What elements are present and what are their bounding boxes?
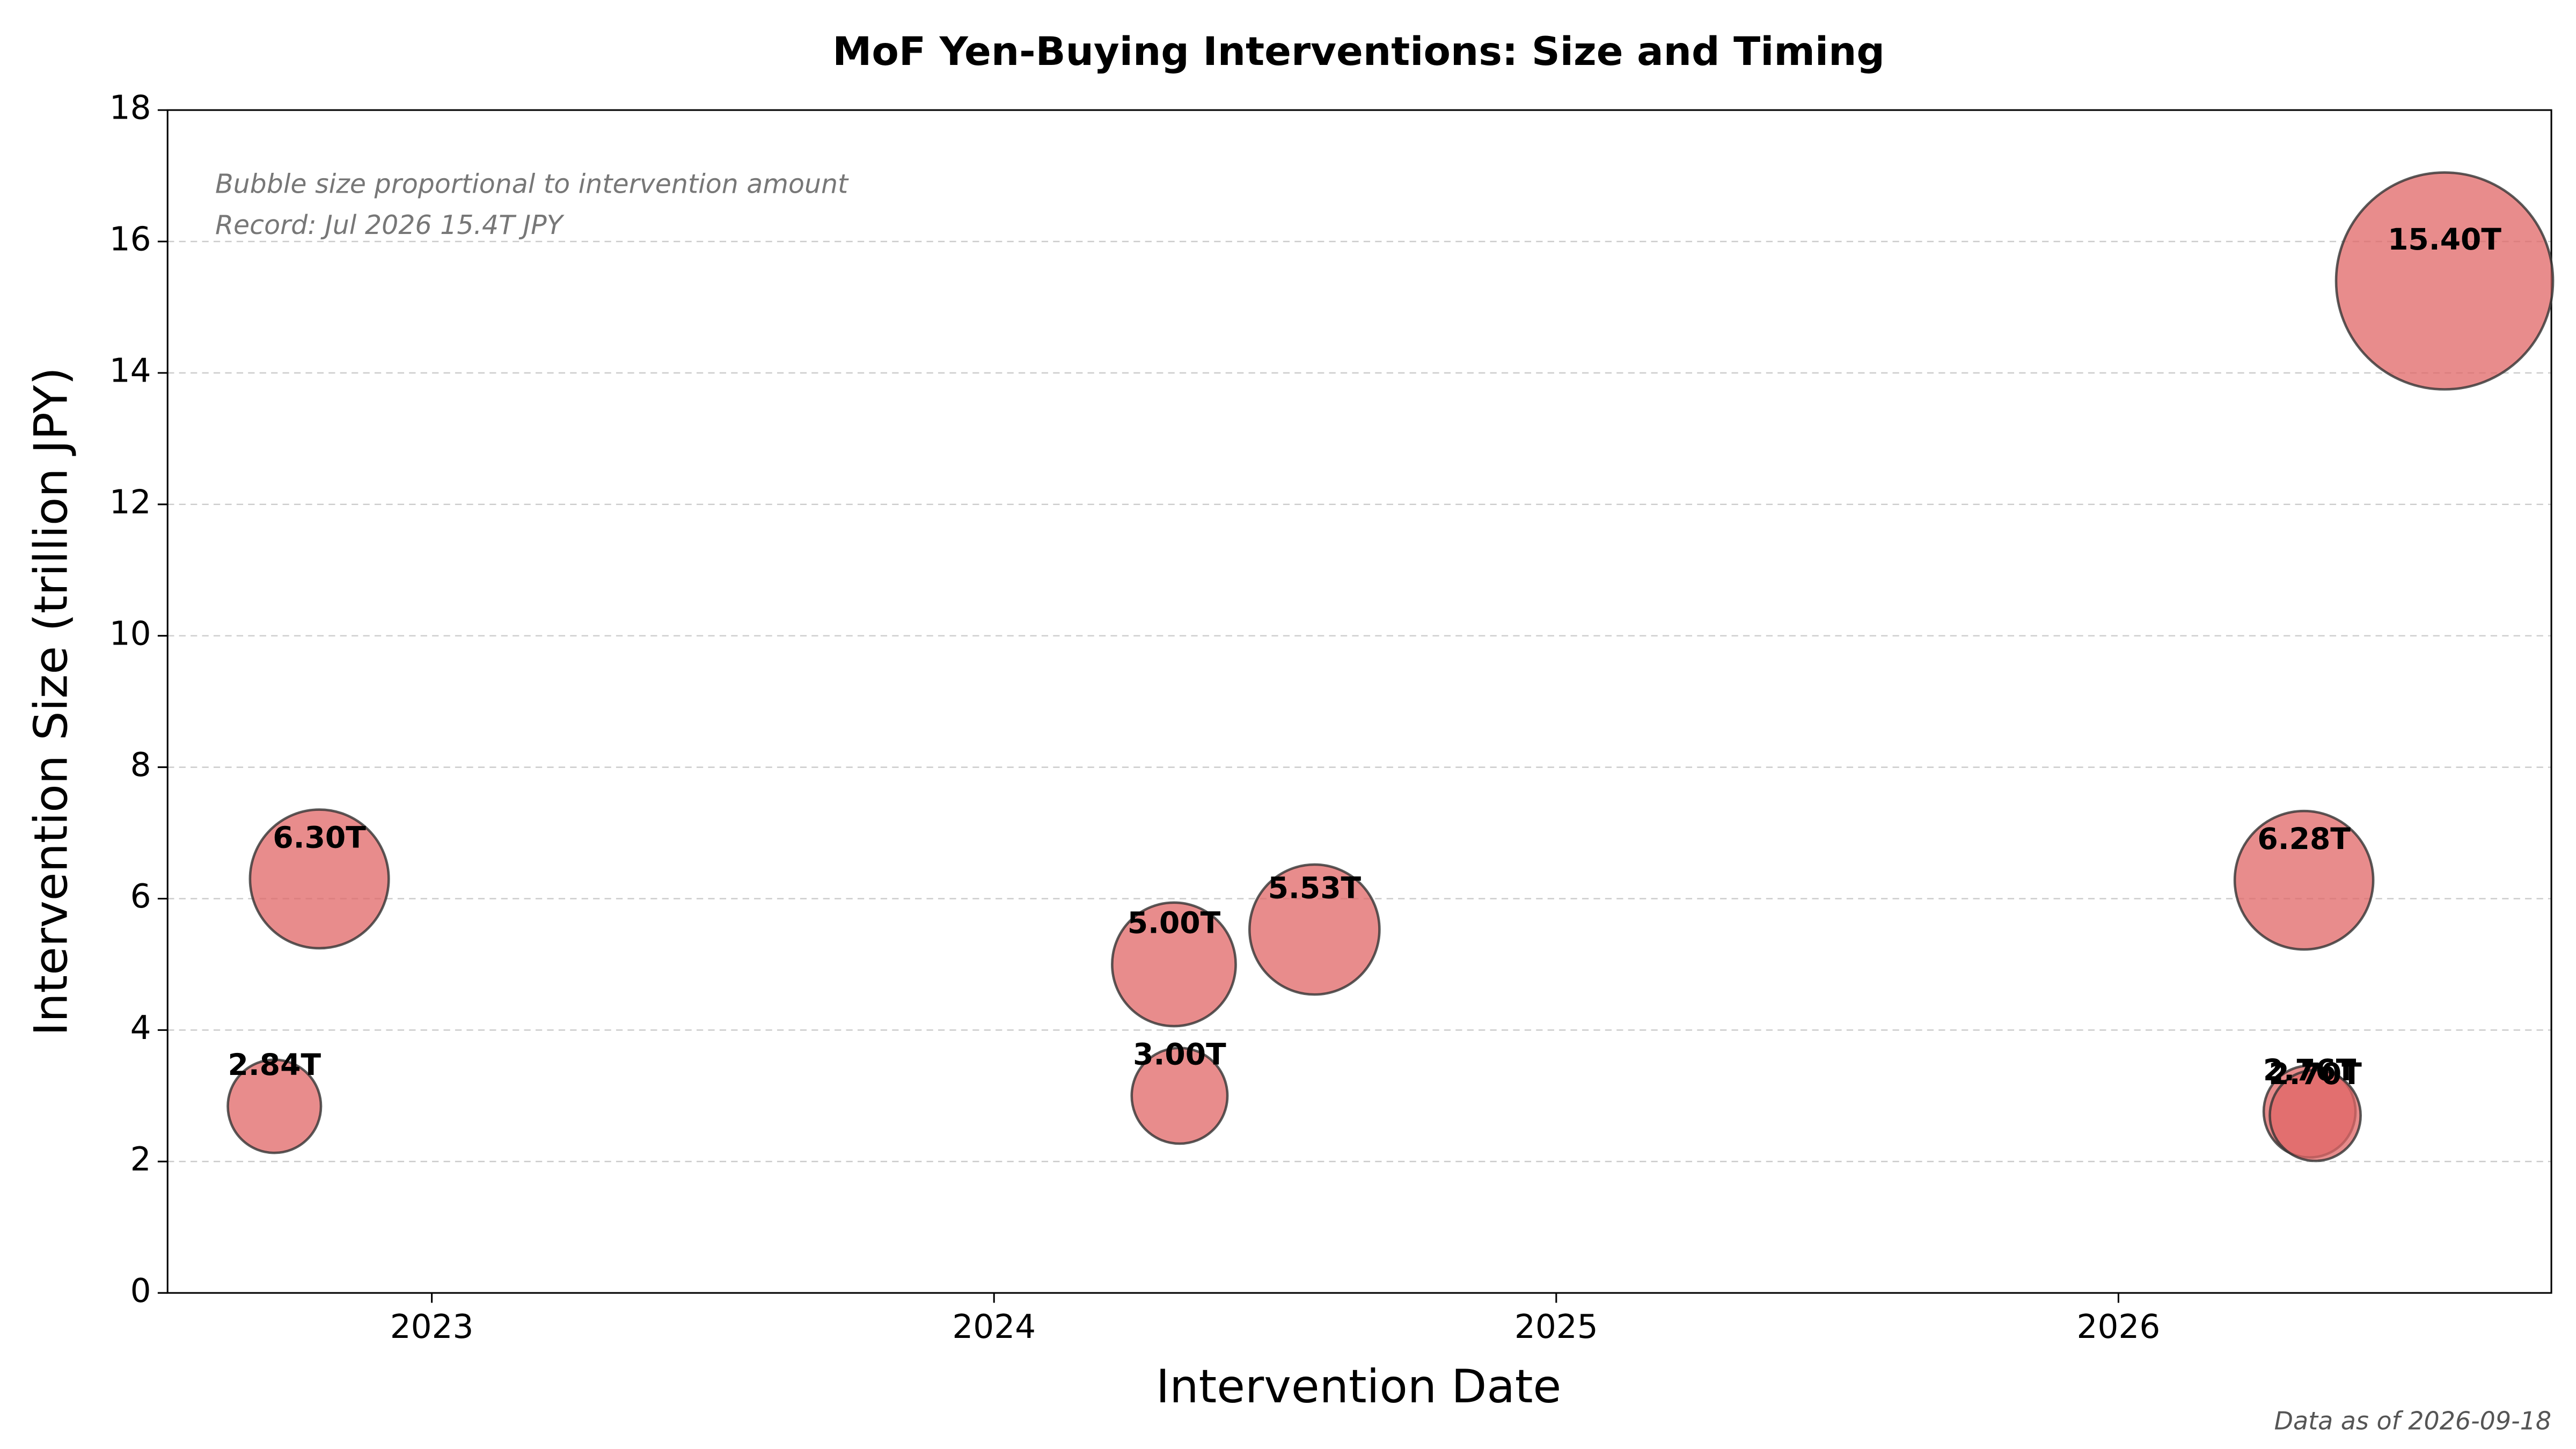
x-tick-label: 2024 <box>952 1308 1036 1346</box>
footnote: Data as of 2026-09-18 <box>2274 1407 2551 1436</box>
bubble <box>1248 863 1381 996</box>
bubble <box>248 808 390 950</box>
data-label: 5.53T <box>1268 871 1362 905</box>
bubble <box>2268 1069 2362 1162</box>
x-tick-label: 2023 <box>390 1308 474 1346</box>
y-tick-label: 8 <box>130 746 151 784</box>
bubble <box>2233 809 2375 951</box>
x-axis-label: Intervention Date <box>1156 1360 1561 1414</box>
data-label: 3.00T <box>1133 1037 1226 1071</box>
x-tick-label: 2026 <box>2077 1308 2161 1346</box>
y-tick-label: 18 <box>109 89 151 127</box>
x-tick-label: 2025 <box>1514 1308 1598 1346</box>
annotation: Record: Jul 2026 15.4T JPY <box>215 210 565 240</box>
bubble <box>226 1058 323 1154</box>
data-label: 15.40T <box>2388 222 2501 257</box>
y-axis-label: Intervention Size (trillion JPY) <box>24 367 78 1036</box>
y-tick-label: 12 <box>109 483 151 521</box>
y-tick-label: 14 <box>109 352 151 390</box>
bubble <box>1111 901 1237 1028</box>
bubble <box>1130 1046 1229 1145</box>
data-label: 2.76T <box>2263 1053 2357 1087</box>
y-tick-label: 2 <box>130 1140 151 1179</box>
y-tick-label: 0 <box>130 1272 151 1310</box>
data-label: 5.00T <box>1128 906 1221 940</box>
y-tick-label: 4 <box>130 1009 151 1047</box>
plot-frame <box>166 109 2552 1294</box>
y-tick-label: 10 <box>109 614 151 653</box>
data-label: 2.70T <box>2268 1057 2362 1091</box>
y-tick-label: 6 <box>130 877 151 916</box>
data-label: 6.28T <box>2257 822 2351 856</box>
annotation: Bubble size proportional to intervention… <box>215 169 849 199</box>
bubble <box>2334 171 2555 391</box>
data-label: 6.30T <box>273 820 366 854</box>
y-tick-label: 16 <box>109 221 151 259</box>
data-label: 2.84T <box>228 1048 321 1082</box>
chart-title: MoF Yen-Buying Interventions: Size and T… <box>832 29 1885 75</box>
